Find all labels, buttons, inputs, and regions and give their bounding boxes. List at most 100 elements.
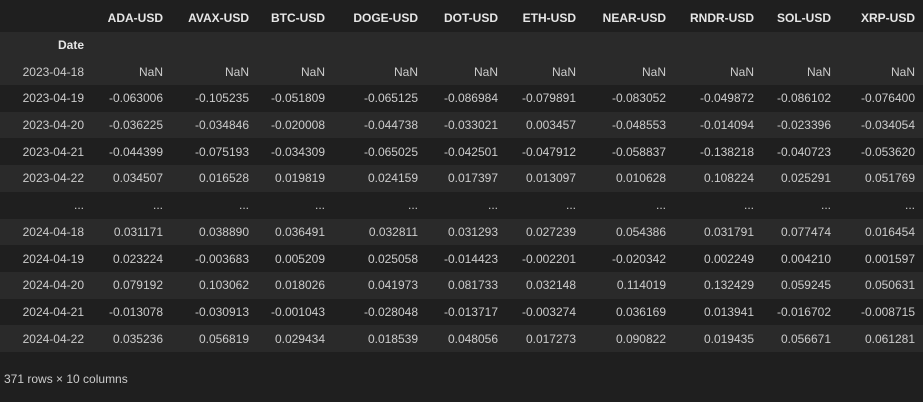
- table-cell: 0.019819: [257, 165, 333, 192]
- table-cell: 0.108224: [674, 165, 762, 192]
- table-cell: 0.090822: [584, 325, 674, 352]
- table-cell: -0.020342: [611, 251, 666, 266]
- table-row: 2023-04-20 -0.036225 -0.034846 -0.020008 -0.…: [0, 111, 923, 139]
- row-index: 2023-04-19: [22, 91, 84, 106]
- table-cell: -0.002201: [521, 251, 576, 266]
- blank-header-cell: [839, 31, 923, 59]
- table-cell: 0.016528: [171, 165, 257, 192]
- table-cell: NaN: [762, 58, 839, 86]
- table-row: 2023-04-19 -0.063006 -0.105235 -0.051809 -0.…: [0, 85, 923, 112]
- table-cell: ...: [238, 198, 249, 213]
- table-row: 2024-04-20 0.079192 0.103062 0.018026 0.0419…: [0, 271, 923, 299]
- blank-header-cell: [171, 31, 257, 59]
- column-header: BTC-USD: [271, 11, 325, 26]
- table-cell: 0.017273: [506, 325, 584, 352]
- row-index: 2023-04-22: [0, 165, 92, 192]
- table-cell: ...: [743, 198, 754, 213]
- table-cell: NaN: [584, 58, 674, 86]
- row-index: 2023-04-20: [0, 111, 92, 139]
- table-cell: 0.031293: [426, 218, 506, 246]
- table-cell: -0.048553: [584, 111, 674, 139]
- row-index: 2024-04-20: [0, 271, 92, 299]
- table-cell: 0.032148: [506, 271, 584, 299]
- column-header: RNDR-USD: [690, 11, 754, 26]
- table-cell: -0.014094: [674, 111, 762, 139]
- table-cell: 0.013097: [506, 165, 584, 192]
- table-cell: 0.004210: [780, 251, 831, 266]
- table-cell: 0.035236: [92, 325, 171, 352]
- blank-header-cell: [92, 31, 171, 59]
- column-header: SOL-USD: [777, 11, 831, 26]
- table-cell: 0.013941: [703, 304, 754, 319]
- table-cell: 0.010628: [584, 165, 674, 192]
- table-cell: NaN: [506, 58, 584, 86]
- index-name: Date: [0, 31, 92, 59]
- table-cell: NaN: [839, 58, 923, 86]
- table-cell: 0.016454: [839, 218, 923, 246]
- table-cell: -0.008715: [860, 304, 915, 319]
- table-cell: 0.132429: [674, 271, 762, 299]
- table-cell: -0.040723: [776, 144, 831, 159]
- table-cell: NaN: [674, 58, 762, 86]
- table-cell: 0.023224: [112, 251, 163, 266]
- table-cell: 0.032811: [333, 218, 426, 246]
- table-row: 2024-04-21 -0.013078 -0.030913 -0.001043 -0.…: [0, 299, 923, 326]
- table-cell: 0.041973: [333, 271, 426, 299]
- table-cell: 0.017397: [426, 165, 506, 192]
- table-cell: -0.016702: [776, 304, 831, 319]
- table-cell: ...: [904, 198, 915, 213]
- column-header: NEAR-USD: [602, 11, 666, 26]
- table-cell: -0.034309: [270, 144, 325, 159]
- row-index: 2024-04-18: [0, 218, 92, 246]
- table-cell: -0.044399: [108, 144, 163, 159]
- table-cell: 0.005209: [274, 251, 325, 266]
- row-index: 2024-04-22: [0, 325, 92, 352]
- table-cell: -0.065025: [363, 144, 418, 159]
- table-row: 2024-04-19 0.023224 -0.003683 0.005209 0.025…: [0, 245, 923, 272]
- blank-header-cell: [674, 31, 762, 59]
- table-cell: -0.034846: [171, 111, 257, 139]
- table-cell: 0.048056: [426, 325, 506, 352]
- table-cell: NaN: [171, 58, 257, 86]
- row-index: 2024-04-21: [22, 304, 84, 319]
- table-cell: 0.027239: [506, 218, 584, 246]
- table-cell: 0.001597: [864, 251, 915, 266]
- table-cell: NaN: [333, 58, 426, 86]
- table-body: 2023-04-18 NaN NaN NaN NaN NaN NaN NaN NaN NaN NaN…: [0, 58, 923, 352]
- blank-header-cell: [762, 31, 839, 59]
- table-cell: -0.058837: [611, 144, 666, 159]
- column-header: DOT-USD: [444, 11, 498, 26]
- row-index: 2024-04-19: [22, 251, 84, 266]
- table-cell: 0.054386: [584, 218, 674, 246]
- table-row: 2023-04-18 NaN NaN NaN NaN NaN NaN NaN NaN NaN NaN: [0, 58, 923, 86]
- table-cell: 0.036169: [615, 304, 666, 319]
- corner-cell: [0, 5, 92, 32]
- table-cell: 0.024159: [333, 165, 426, 192]
- table-cell: -0.086984: [443, 91, 498, 106]
- table-cell: ...: [314, 198, 325, 213]
- table-cell: -0.075193: [194, 144, 249, 159]
- table-cell: -0.053620: [860, 144, 915, 159]
- table-cell: 0.061281: [839, 325, 923, 352]
- table-cell: 0.056819: [171, 325, 257, 352]
- table-cell: ...: [152, 198, 163, 213]
- table-cell: 0.103062: [171, 271, 257, 299]
- table-cell: ...: [565, 198, 576, 213]
- table-cell: -0.049872: [699, 91, 754, 106]
- table-cell: 0.019435: [674, 325, 762, 352]
- table-cell: -0.086102: [776, 91, 831, 106]
- table-cell: 0.079192: [92, 271, 171, 299]
- row-index: ...: [73, 198, 84, 213]
- table-cell: 0.025291: [762, 165, 839, 192]
- table-cell: -0.051809: [270, 91, 325, 106]
- index-name-row: Date: [0, 31, 923, 59]
- column-header: XRP-USD: [860, 11, 915, 26]
- table-cell: -0.020008: [257, 111, 333, 139]
- table-cell: -0.044738: [333, 111, 426, 139]
- table-cell: 0.029434: [257, 325, 333, 352]
- table-cell: -0.047912: [521, 144, 576, 159]
- table-row: .................................: [0, 192, 923, 219]
- table-cell: -0.033021: [426, 111, 506, 139]
- table-cell: -0.013717: [443, 304, 498, 319]
